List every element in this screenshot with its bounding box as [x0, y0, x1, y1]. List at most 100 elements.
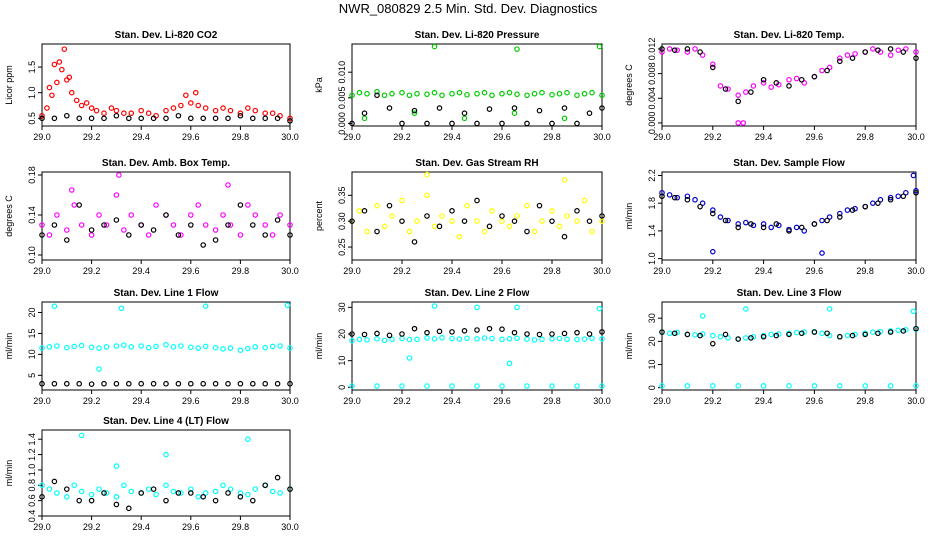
data-point: [145, 110, 152, 116]
data-point: [862, 383, 869, 389]
x-tick-label: 30.0: [593, 396, 611, 406]
x-tick-label: 29.6: [806, 266, 824, 276]
x-tick-label: 29.0: [653, 266, 671, 276]
data-point: [461, 327, 468, 334]
data-point: [399, 335, 405, 342]
data-point: [175, 490, 182, 496]
data-point: [145, 344, 152, 351]
data-point: [474, 335, 480, 342]
data-point: [760, 80, 767, 86]
x-tick-label: 29.4: [443, 132, 461, 142]
plot-frame: [661, 43, 917, 127]
data-point: [599, 329, 605, 335]
data-point: [51, 380, 58, 387]
data-point: [163, 451, 169, 458]
data-point: [786, 76, 792, 83]
series-1: [39, 302, 293, 372]
x-tick-label: 29.2: [704, 132, 722, 142]
data-point: [101, 115, 107, 122]
data-point: [277, 212, 283, 218]
data-point: [659, 189, 665, 196]
data-point: [798, 76, 805, 83]
data-point: [574, 329, 580, 336]
data-point: [875, 47, 881, 53]
data-point: [220, 212, 226, 218]
data-point: [150, 380, 157, 387]
data-point: [844, 207, 851, 213]
data-point: [269, 343, 276, 350]
y-axis-label: ml/min: [4, 460, 14, 487]
data-point: [39, 380, 45, 387]
data-point: [188, 100, 194, 106]
data-point: [78, 488, 85, 495]
data-point: [202, 343, 209, 350]
page-title: NWR_080829 2.5 Min. Std. Dev. Diagnostic…: [338, 1, 598, 16]
data-point: [424, 120, 430, 127]
data-point: [768, 331, 775, 338]
data-point: [71, 343, 78, 350]
data-point: [150, 227, 157, 233]
data-point: [349, 383, 355, 389]
x-tick-label: 29.8: [232, 266, 250, 276]
data-point: [64, 380, 70, 387]
data-point: [220, 482, 226, 489]
x-tick-label: 29.2: [393, 266, 411, 276]
data-point: [692, 332, 698, 338]
data-point: [126, 505, 132, 512]
data-point: [556, 335, 563, 342]
data-point: [599, 105, 605, 111]
data-point: [356, 89, 363, 96]
data-point: [170, 344, 177, 350]
data-point: [406, 355, 413, 361]
data-point: [103, 222, 110, 228]
data-point: [461, 110, 468, 116]
data-point: [659, 329, 665, 335]
x-tick-label: 29.8: [543, 266, 561, 276]
data-point: [449, 335, 455, 342]
data-point: [798, 330, 805, 337]
data-point: [811, 73, 818, 80]
data-point: [237, 380, 244, 387]
data-point: [252, 486, 259, 492]
data-point: [684, 46, 691, 52]
x-tick-label: 30.0: [593, 266, 611, 276]
data-point: [836, 210, 843, 217]
data-point: [875, 200, 881, 206]
data-point: [51, 115, 58, 122]
data-point: [489, 208, 495, 214]
data-point: [511, 218, 518, 224]
data-point: [56, 59, 63, 65]
data-point: [118, 305, 125, 312]
data-point: [386, 332, 393, 339]
data-point: [54, 343, 60, 349]
data-point: [684, 49, 691, 55]
data-point: [163, 115, 169, 122]
data-point: [54, 79, 60, 86]
data-point: [374, 330, 380, 337]
data-point: [574, 383, 580, 389]
data-point: [399, 331, 405, 337]
x-tick-label: 30.0: [281, 522, 299, 532]
data-point: [39, 112, 45, 119]
data-point: [599, 383, 605, 389]
x-tick-label: 29.8: [856, 396, 874, 406]
data-point: [381, 223, 388, 230]
data-point: [262, 222, 269, 228]
data-point: [195, 345, 202, 351]
data-point: [750, 83, 757, 89]
x-tick-label: 29.6: [182, 266, 200, 276]
data-point: [436, 223, 443, 230]
data-point: [549, 120, 555, 127]
y-tick-label: 0.4: [27, 510, 37, 523]
data-point: [250, 497, 256, 504]
data-point: [88, 105, 95, 111]
data-point: [659, 49, 665, 55]
x-tick-label: 29.6: [182, 522, 200, 532]
data-point: [499, 90, 505, 97]
x-tick-label: 29.0: [33, 132, 51, 142]
data-point: [212, 380, 219, 387]
data-point: [262, 344, 269, 351]
y-tick-label: 20: [337, 329, 347, 339]
data-point: [561, 233, 568, 240]
y-tick-label: 15: [27, 328, 37, 338]
